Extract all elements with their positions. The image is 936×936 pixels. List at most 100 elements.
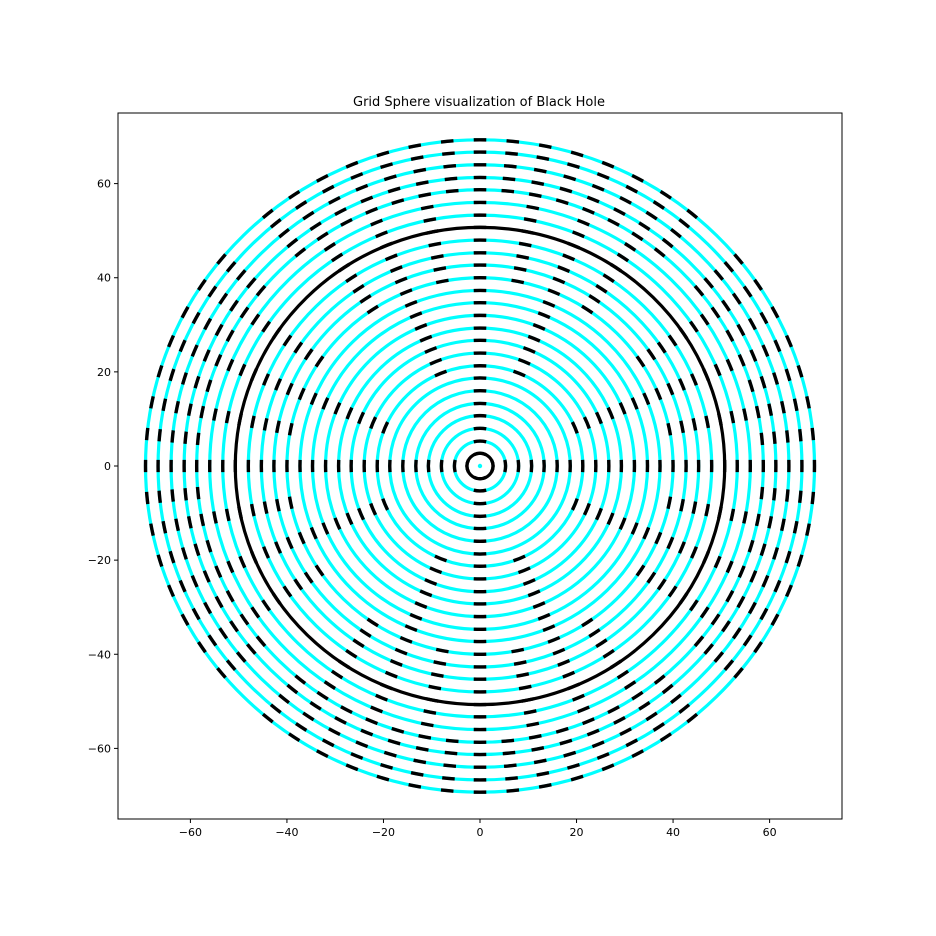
- grid-dash-r26-a18563: [147, 492, 148, 504]
- grid-dash-r17-a28125: [516, 674, 528, 676]
- grid-dash-r1-a27000: [474, 477, 486, 478]
- grid-dash-r22-a8438: [502, 191, 514, 192]
- grid-dash-r25-a17438: [159, 429, 160, 441]
- grid-dash-r22-a563: [761, 433, 762, 445]
- grid-dash-r23-a17438: [185, 432, 186, 444]
- grid-dash-r2-a0: [505, 460, 506, 472]
- grid-dash-r23-a35438: [774, 488, 775, 500]
- grid-dash-r25-a10125: [411, 157, 423, 159]
- y-tick-label: 0: [104, 460, 111, 473]
- grid-dash-r2-a9000: [474, 441, 486, 442]
- grid-dash-r25-a563: [800, 429, 801, 441]
- grid-dash-r3-a0: [518, 460, 519, 472]
- grid-dash-r15-a10125: [436, 280, 448, 282]
- y-tick-label: −60: [88, 742, 111, 755]
- center-point: [478, 464, 482, 468]
- grid-dash-r20-a7875: [524, 219, 536, 221]
- x-tick-label: −40: [275, 826, 298, 839]
- x-tick-label: −60: [179, 826, 202, 839]
- grid-dash-r15-a28125: [511, 649, 523, 651]
- grid-dash-r19-a10125: [426, 231, 438, 233]
- x-tick-label: 20: [570, 826, 584, 839]
- grid-dash-r18-a28125: [519, 686, 531, 688]
- grid-dash-r22-a26438: [446, 740, 458, 741]
- grid-dash-r24-a27563: [504, 765, 516, 766]
- grid-dash-r25-a18563: [159, 491, 160, 503]
- grid-dash-r17-a25875: [431, 674, 443, 676]
- grid-dash-r21-a25875: [421, 723, 433, 725]
- grid-dash-r17-a10125: [431, 256, 443, 258]
- grid-dash-r21-a10125: [421, 206, 433, 208]
- grid-dash-r26-a17438: [147, 428, 148, 440]
- grid-dash-r26-a27563: [507, 790, 519, 791]
- grid-dash-r23-a25875: [416, 748, 428, 750]
- grid-dash-r20-a25875: [424, 711, 436, 713]
- grid-dash-r25-a35438: [800, 491, 801, 503]
- grid-dash-r25-a27563: [505, 778, 517, 779]
- grid-dash-r22-a28125: [529, 736, 541, 738]
- grid-dash-r24-a8438: [504, 166, 516, 167]
- grid-dash-r16-a7875: [514, 268, 526, 270]
- grid-dash-r22-a7875: [529, 194, 541, 196]
- x-tick-label: 40: [666, 826, 680, 839]
- grid-dash-r18-a10125: [429, 243, 441, 245]
- grid-dash-r26-a8438: [507, 141, 519, 142]
- grid-dash-r3-a18000: [441, 460, 442, 472]
- grid-dash-r26-a563: [812, 428, 813, 440]
- grid-dash-r1-a18000: [467, 460, 468, 472]
- grid-dash-r26-a25875: [409, 785, 421, 787]
- x-tick-label: 60: [763, 826, 777, 839]
- grid-dash-r24-a17438: [172, 430, 173, 442]
- grid-dash-r23-a27563: [503, 752, 515, 753]
- grid-dash-r26-a7875: [539, 145, 551, 147]
- y-tick-label: −20: [88, 554, 111, 567]
- grid-dash-r26-a10125: [409, 145, 421, 147]
- grid-dash-r15-a7875: [511, 280, 523, 282]
- grid-dash-r22-a10125: [419, 194, 431, 196]
- grid-dash-r17-a7875: [516, 256, 528, 258]
- grid-dash-r24-a35438: [787, 489, 788, 501]
- grid-dash-r1-a9000: [474, 453, 486, 454]
- chart-title: Grid Sphere visualization of Black Hole: [353, 95, 605, 110]
- grid-dash-r24-a9563: [443, 166, 455, 167]
- grid-dash-r20-a28125: [524, 711, 536, 713]
- grid-dash-r24-a25875: [414, 760, 426, 762]
- grid-dash-r19-a25875: [426, 699, 438, 701]
- grid-dash-r26-a9563: [441, 141, 453, 142]
- grid-dash-r22-a27563: [502, 740, 514, 741]
- grid-dash-r16-a10125: [434, 268, 446, 270]
- grid-dash-r25-a9563: [442, 153, 454, 154]
- grid-dash-r22-a25875: [419, 736, 431, 738]
- grid-dash-r26-a28125: [539, 785, 551, 787]
- grid-dash-r15-a25875: [436, 649, 448, 651]
- x-tick-label: −20: [372, 826, 395, 839]
- grid-dash-r19-a28125: [522, 699, 534, 701]
- grid-dash-r16-a25875: [434, 662, 446, 664]
- grid-dash-r24-a28125: [534, 760, 546, 762]
- grid-dash-r25-a25875: [411, 773, 423, 775]
- grid-dash-r23-a563: [774, 432, 775, 444]
- grid-dash-r23-a8438: [503, 178, 515, 179]
- grid-dash-r23-a28125: [532, 748, 544, 750]
- grid-dash-r21-a28125: [527, 723, 539, 725]
- grid-dash-r21-a7875: [527, 206, 539, 208]
- grid-dash-r16-a28125: [514, 662, 526, 664]
- grid-dash-r19-a7875: [522, 231, 534, 233]
- grid-dash-r18-a7875: [519, 243, 531, 245]
- y-tick-label: 40: [97, 272, 111, 285]
- grid-dash-r23-a26438: [445, 752, 457, 753]
- grid-dash-r2-a18000: [454, 460, 455, 472]
- grid-dash-r26-a35438: [812, 492, 813, 504]
- grid-dash-r23-a9563: [445, 178, 457, 179]
- x-tick-label: 0: [477, 826, 484, 839]
- grid-dash-r18-a25875: [429, 686, 441, 688]
- grid-dash-r2-a27000: [474, 490, 486, 491]
- y-tick-label: −40: [88, 648, 111, 661]
- grid-dash-r20-a10125: [424, 219, 436, 221]
- y-tick-label: 60: [97, 178, 111, 191]
- grid-dash-r25-a8438: [505, 153, 517, 154]
- grid-dash-r23-a10125: [416, 182, 428, 184]
- grid-dash-r22-a18563: [197, 487, 198, 499]
- grid-dash-r22-a17438: [197, 433, 198, 445]
